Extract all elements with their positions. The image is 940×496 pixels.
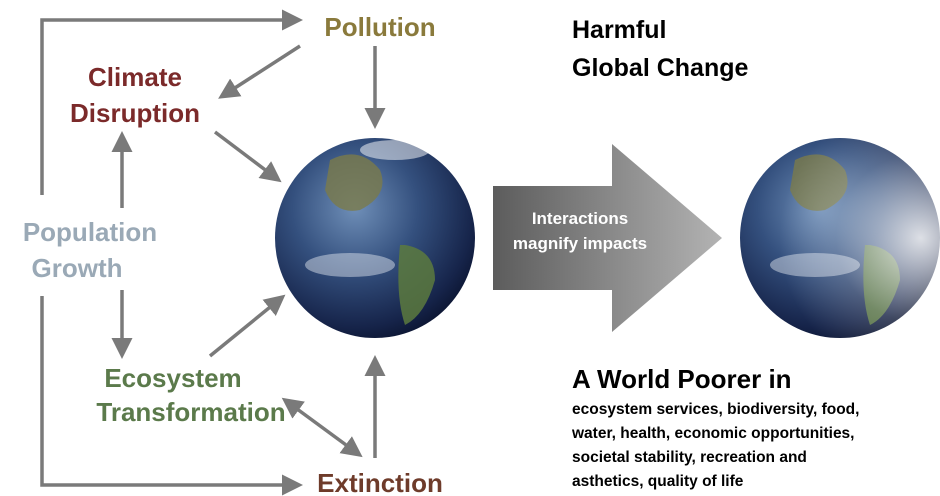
arrow [224, 46, 300, 95]
arrow [215, 132, 276, 178]
arrow [293, 406, 357, 453]
node-label: Transformation [96, 397, 285, 427]
result-line: asthetics, quality of life [572, 473, 744, 490]
node-label: Disruption [70, 98, 200, 128]
node-label: Growth [32, 253, 123, 283]
node-label: Climate [88, 62, 182, 92]
arrow-text: magnify impacts [513, 234, 647, 253]
node-label: Extinction [317, 468, 443, 496]
heading: Harmful [572, 16, 666, 44]
arrow-text: Interactions [532, 209, 628, 228]
node-label: Pollution [324, 12, 435, 42]
earth [275, 138, 475, 338]
diagram: Interactions magnify impacts Pollution C… [0, 0, 940, 496]
faded-earth [739, 137, 940, 339]
result-line: water, health, economic opportunities, [571, 425, 855, 442]
node-label: Ecosystem [104, 363, 241, 393]
result-line: ecosystem services, biodiversity, food, [572, 401, 859, 418]
result-line: societal stability, recreation and [572, 449, 807, 466]
heading: Global Change [572, 54, 749, 82]
arrow [210, 299, 280, 356]
result-title: A World Poorer in [572, 364, 792, 394]
node-label: Population [23, 217, 157, 247]
